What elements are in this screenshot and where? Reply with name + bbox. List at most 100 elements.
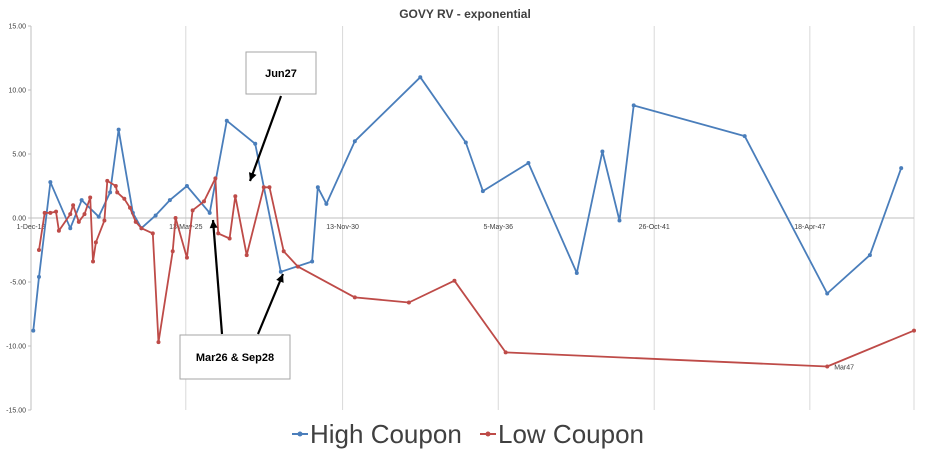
data-point	[202, 199, 207, 204]
y-tick-label: 0.00	[12, 216, 26, 223]
data-point	[173, 216, 178, 220]
axes	[28, 25, 914, 411]
data-point	[128, 205, 133, 210]
callout-label-jun27: Jun27	[265, 68, 297, 80]
legend-label: Low Coupon	[498, 419, 644, 449]
data-point	[133, 219, 138, 224]
y-tick-label: 10.00	[8, 88, 26, 95]
data-point	[617, 218, 622, 223]
data-point	[463, 140, 468, 145]
callout-box-jun27	[245, 51, 317, 95]
data-point	[48, 210, 53, 215]
data-point	[139, 226, 144, 231]
data-point	[56, 228, 61, 233]
data-point	[71, 203, 76, 208]
data-point	[295, 264, 300, 269]
y-tick-label: 5.00	[12, 152, 26, 159]
legend-item-high-coupon: High Coupon	[292, 419, 462, 449]
data-point	[867, 253, 872, 258]
callout-box-mar26-sep28	[179, 334, 291, 380]
data-point	[184, 255, 189, 260]
legend-swatch-marker	[297, 431, 303, 437]
series-layer	[31, 75, 916, 369]
legend-swatch-marker	[485, 431, 491, 437]
data-point	[105, 178, 110, 183]
callout-arrow-line	[211, 219, 224, 335]
data-point	[68, 226, 73, 231]
data-point	[184, 184, 189, 188]
data-point	[48, 180, 53, 185]
data-point	[216, 231, 221, 236]
data-point	[170, 249, 175, 254]
series-high-coupon	[31, 75, 904, 333]
series-low-coupon	[36, 176, 916, 369]
data-point	[213, 176, 218, 181]
series-line-high-coupon	[32, 76, 903, 331]
data-point	[42, 210, 47, 215]
x-tick-labels: 1-Dec-19 13-May-25 13-Nov-30 5-May-36 26-Oct…	[17, 224, 826, 231]
callout-arrow-head	[209, 220, 218, 229]
data-point	[153, 213, 158, 218]
y-tick-label: -5.00	[10, 280, 26, 287]
data-point	[244, 253, 249, 258]
data-point	[96, 214, 101, 219]
x-tick-label: 1-Dec-19	[17, 224, 46, 231]
x-tick-label: 13-Nov-30	[326, 224, 359, 231]
data-point	[310, 259, 315, 264]
data-point	[406, 300, 411, 305]
callout-arrow-line	[248, 95, 283, 182]
data-point	[224, 118, 229, 123]
data-point	[574, 271, 579, 276]
data-point	[899, 166, 904, 171]
data-point	[31, 328, 36, 333]
callout-label-mar26-sep28: Mar26 & Sep28	[196, 352, 274, 364]
data-point	[167, 198, 172, 203]
data-point	[352, 139, 357, 144]
y-tick-label: 15.00	[8, 24, 26, 31]
data-point	[116, 127, 121, 132]
data-point	[742, 134, 747, 139]
data-point	[233, 194, 238, 199]
data-point	[108, 190, 113, 195]
x-tick-label: 13-May-25	[169, 224, 203, 231]
data-point	[122, 196, 127, 201]
data-point	[102, 218, 107, 223]
data-point	[631, 103, 636, 108]
y-tick-labels: 15.00 10.00 5.00 0.00 -5.00 -10.00 -15.00	[6, 24, 26, 415]
legend-item-low-coupon: Low Coupon	[480, 419, 644, 449]
point-label-mar47: Mar47	[834, 364, 854, 371]
chart-title: GOVY RV - exponential	[399, 7, 531, 21]
callout-arrow-head	[276, 274, 284, 283]
data-point	[526, 160, 531, 165]
data-point	[912, 328, 916, 333]
data-point	[825, 364, 830, 369]
data-point	[278, 269, 283, 274]
data-point	[156, 340, 161, 345]
data-point	[79, 198, 84, 203]
legend-label: High Coupon	[310, 419, 462, 449]
data-point	[227, 236, 232, 241]
callout-arrow-line	[256, 273, 285, 335]
data-point	[281, 249, 286, 254]
data-point	[261, 185, 266, 190]
x-tick-label: 18-Apr-47	[794, 224, 825, 231]
data-point	[315, 185, 320, 190]
data-point	[480, 189, 485, 194]
data-point	[76, 219, 81, 224]
callout-arrow-head	[248, 172, 257, 181]
data-point	[115, 190, 120, 195]
x-tick-label: 26-Oct-41	[639, 224, 670, 231]
x-tick-label: 5-May-36	[483, 224, 513, 231]
data-point	[113, 184, 118, 188]
data-point	[88, 195, 93, 200]
callouts: Jun27 Mar26 & Sep28 Mar47	[179, 51, 854, 380]
data-point	[352, 295, 357, 300]
data-point	[91, 259, 96, 264]
y-tick-label: -15.00	[6, 408, 26, 415]
series-line-low-coupon	[38, 177, 915, 368]
data-point	[825, 291, 830, 296]
data-point	[503, 350, 508, 355]
data-point	[54, 209, 59, 214]
data-point	[190, 208, 195, 213]
